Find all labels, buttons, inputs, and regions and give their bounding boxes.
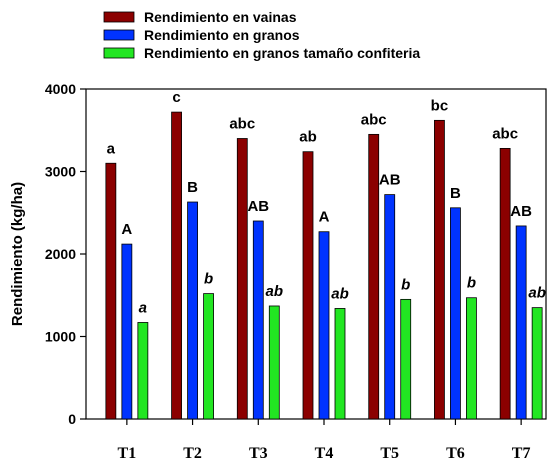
x-axis-ticks: T1 T2 T3 T4 T5 T6 T7 (118, 419, 531, 461)
legend-swatch (103, 47, 135, 59)
bar (318, 231, 330, 420)
bar-data-label: AB (510, 203, 532, 220)
bar-data-label: B (450, 185, 461, 202)
bar-data-label: B (187, 179, 198, 196)
bar (137, 322, 149, 420)
legend: Rendimiento en vainas Rendimiento en gran… (103, 9, 420, 61)
y-tick-label: 0 (68, 411, 76, 427)
bar (466, 297, 477, 420)
bar-data-label: AB (247, 198, 269, 215)
bar (203, 293, 214, 420)
bar-data-label: abc (229, 116, 255, 133)
bar-data-label: b (204, 271, 213, 288)
bar (368, 133, 380, 420)
legend-entry: Rendimiento en granos (144, 27, 300, 43)
bar (171, 111, 182, 420)
bar-data-label: bc (431, 97, 449, 114)
x-tick-label: T4 (315, 445, 334, 461)
bar (268, 305, 280, 420)
y-axis-ticks: 0 1000 2000 3000 4000 (45, 81, 86, 427)
bar-data-label: ab (266, 283, 284, 300)
bar-data-label: b (467, 275, 476, 292)
bar (121, 243, 133, 420)
y-tick-label: 1000 (45, 329, 76, 345)
bar (334, 308, 346, 420)
legend-swatch (103, 29, 135, 41)
bar-data-label: A (121, 221, 132, 238)
bar-data-label: abc (492, 125, 518, 142)
bars (105, 111, 543, 420)
bar-data-label: a (107, 140, 116, 157)
y-tick-label: 3000 (45, 164, 76, 180)
bar (252, 220, 264, 420)
legend-entry: Rendimiento en vainas (144, 9, 297, 25)
bar-data-label: ab (299, 129, 317, 146)
legend-entry: Rendimiento en granos tamaño confiteria (144, 45, 420, 61)
bar (187, 201, 198, 420)
bar (434, 119, 445, 420)
bar (105, 162, 117, 420)
x-tick-label: T1 (118, 445, 137, 461)
bar-data-label: abc (361, 111, 387, 128)
y-axis-label: Rendimiento (kg/ha) (9, 182, 26, 326)
bar (400, 298, 412, 420)
x-tick-label: T2 (183, 445, 202, 461)
x-tick-label: T7 (512, 445, 531, 461)
bar-data-label: A (319, 209, 330, 226)
bar-data-label: c (172, 89, 180, 106)
bar (499, 147, 511, 420)
bar (515, 225, 527, 420)
bar-data-label: b (401, 276, 410, 293)
y-tick-label: 2000 (45, 246, 76, 262)
x-tick-label: T3 (249, 445, 268, 461)
bar-data-label: AB (379, 172, 401, 189)
bar-data-label: ab (528, 285, 546, 302)
x-tick-label: T5 (380, 445, 399, 461)
y-tick-label: 4000 (45, 81, 76, 97)
bar (531, 307, 543, 420)
bar (302, 151, 314, 420)
bar-labels: a Aa c Bb abc AB ab ab Aab abc AB b bc Bb abc AB ab (107, 89, 546, 316)
x-tick-label: T6 (446, 445, 465, 461)
bar-data-label: a (139, 299, 147, 316)
bar (236, 138, 248, 420)
bar-data-label: ab (331, 285, 349, 302)
legend-swatch (103, 11, 135, 23)
bar (450, 207, 461, 420)
bar (384, 194, 396, 420)
